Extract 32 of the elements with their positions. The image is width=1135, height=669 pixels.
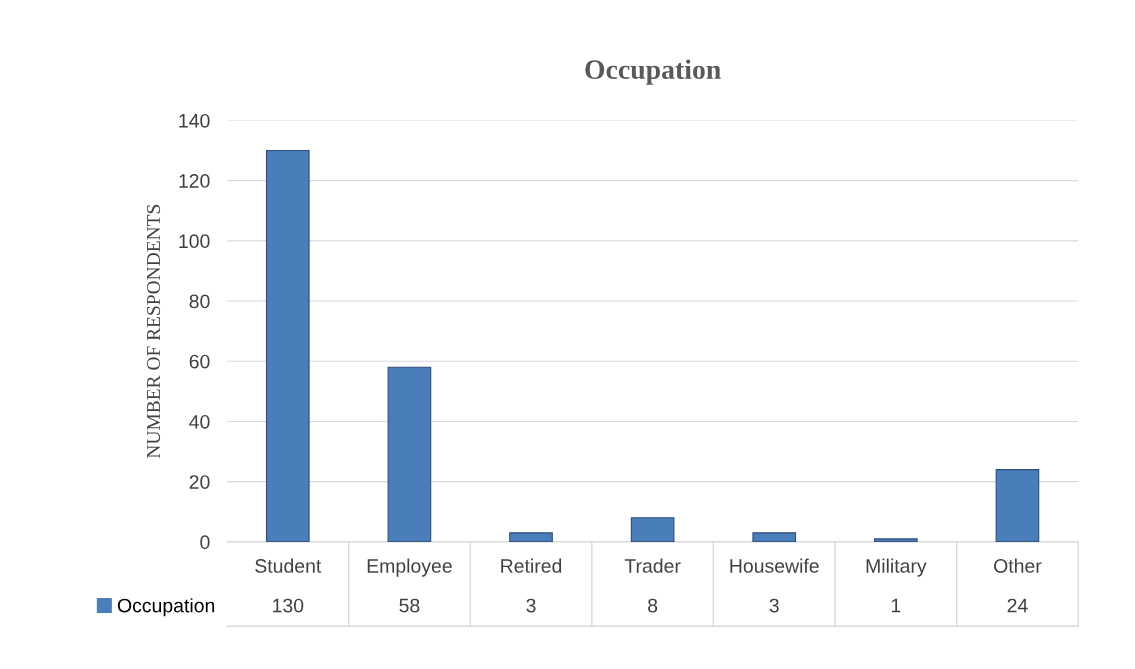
data-label: 8 xyxy=(648,598,658,613)
data-label: 58 xyxy=(399,598,420,613)
data-label: 3 xyxy=(526,598,536,613)
data-label: 1 xyxy=(891,598,901,613)
x-tick-label: Student xyxy=(255,558,322,573)
data-label: 3 xyxy=(769,598,779,613)
bar xyxy=(752,532,797,542)
x-tick-label: Employee xyxy=(367,558,452,577)
bar xyxy=(265,149,310,542)
bar xyxy=(630,517,675,542)
y-tick-label: 140 xyxy=(179,113,210,128)
y-tick-label: 0 xyxy=(200,535,210,550)
data-label: 24 xyxy=(1007,598,1028,613)
y-tick-label: 60 xyxy=(189,354,210,369)
x-tick-label: Retired xyxy=(501,558,562,573)
chart-title: Occupation xyxy=(585,59,721,85)
data-label: 130 xyxy=(273,598,304,613)
y-tick-label: 40 xyxy=(189,414,210,429)
legend-label: Occupation xyxy=(117,598,215,617)
x-tick-label: Housewife xyxy=(730,558,819,573)
x-tick-label: Trader xyxy=(624,558,681,573)
bar xyxy=(874,538,918,542)
y-tick-label: 120 xyxy=(179,174,210,188)
bar xyxy=(995,469,1040,542)
x-tick-label: Military xyxy=(866,558,927,577)
x-tick-label: Other xyxy=(994,558,1042,573)
y-tick-label: 100 xyxy=(179,234,210,249)
y-axis-title: NUMBER OF RESPONDENTS xyxy=(146,204,161,459)
y-tick-label: 80 xyxy=(189,294,210,309)
bar xyxy=(509,532,553,542)
y-tick-label: 20 xyxy=(189,475,210,489)
bar xyxy=(387,366,432,542)
